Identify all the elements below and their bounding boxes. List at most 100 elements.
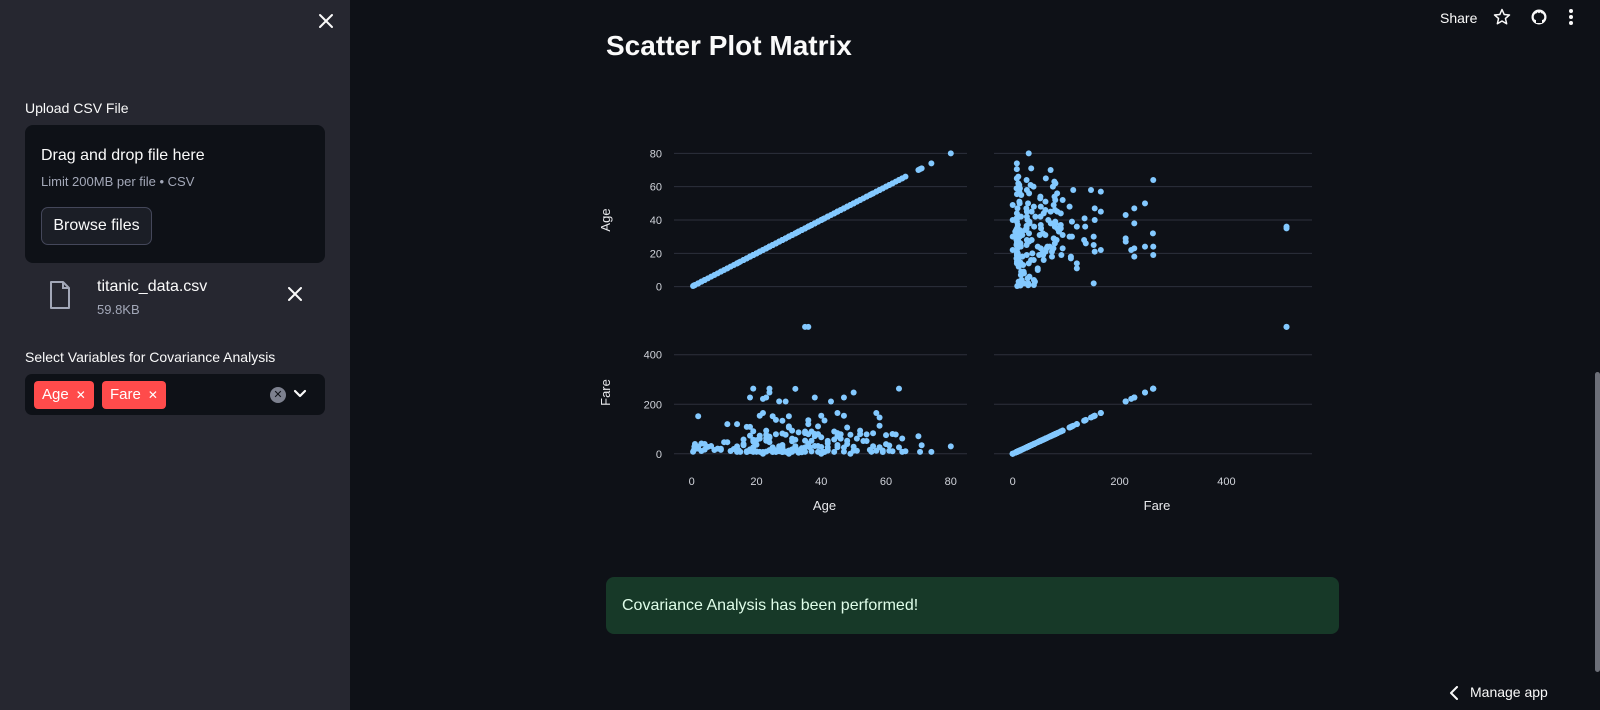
scatter-point xyxy=(1017,213,1024,220)
scatter-point xyxy=(724,421,731,428)
scatter-point xyxy=(1013,160,1020,167)
uploaded-file: titanic_data.csv 59.8KB xyxy=(25,275,325,319)
scatter-point xyxy=(1283,225,1290,232)
file-dropzone[interactable]: Drag and drop file here Limit 200MB per … xyxy=(25,125,325,263)
scatter-point xyxy=(1044,243,1051,250)
scatter-point xyxy=(782,431,789,438)
more-vert-icon[interactable] xyxy=(1567,8,1575,31)
scatter-point xyxy=(1082,240,1089,247)
scatter-point xyxy=(1025,230,1032,237)
scatter-point xyxy=(789,435,796,442)
tag-fare: Fare ✕ xyxy=(102,381,166,409)
scatter-point xyxy=(1097,208,1104,215)
scatter-point xyxy=(1150,385,1157,392)
scatter-point xyxy=(1050,235,1057,242)
dropzone-title: Drag and drop file here xyxy=(41,147,205,164)
scatter-point xyxy=(1013,227,1020,233)
remove-tag-icon[interactable]: ✕ xyxy=(75,388,86,402)
scatter-point xyxy=(1050,431,1057,438)
browse-files-button[interactable]: Browse files xyxy=(41,207,152,245)
scatter-point xyxy=(873,409,880,416)
scatter-point xyxy=(1073,223,1080,230)
scatter-point xyxy=(1090,280,1097,287)
scatter-point xyxy=(1016,242,1023,248)
scatter-point xyxy=(717,445,724,452)
scatter-point xyxy=(779,237,786,243)
scatter-point xyxy=(1059,197,1066,203)
scatter-point xyxy=(1066,203,1073,210)
scatter-point xyxy=(1070,187,1077,193)
scatter-point xyxy=(850,443,857,450)
scatter-point xyxy=(747,432,754,439)
scatter-point xyxy=(811,394,818,401)
scatter-point xyxy=(1097,409,1104,416)
chevron-left-icon[interactable] xyxy=(1449,686,1459,705)
scatter-point xyxy=(1042,232,1049,238)
scatter-point xyxy=(1042,198,1049,205)
share-button[interactable]: Share xyxy=(1440,10,1478,26)
remove-tag-icon[interactable]: ✕ xyxy=(147,388,158,402)
scatter-point xyxy=(1014,250,1021,257)
scatter-point xyxy=(1016,185,1023,192)
scatter-point xyxy=(834,409,841,416)
scatter-point xyxy=(690,447,697,454)
scatter-point xyxy=(850,200,857,207)
scatter-point xyxy=(857,431,864,438)
scatter-point xyxy=(818,450,825,457)
scatter-point xyxy=(827,398,834,405)
scatter-point xyxy=(1034,243,1041,250)
scatter-point xyxy=(895,385,902,392)
scatter-point xyxy=(1042,175,1049,182)
scatter-point xyxy=(1028,208,1035,215)
remove-file-icon[interactable] xyxy=(283,282,307,306)
scatter-point xyxy=(1009,202,1016,208)
scatter-point xyxy=(1141,389,1148,396)
scatter-point xyxy=(840,394,847,401)
scatter-point xyxy=(1014,205,1021,212)
success-alert: Covariance Analysis has been performed! xyxy=(606,577,1339,634)
scatter-point xyxy=(1030,257,1037,263)
github-icon[interactable] xyxy=(1530,8,1548,31)
scatter-point xyxy=(947,150,954,157)
chevron-down-icon[interactable] xyxy=(293,384,307,409)
scatter-point xyxy=(1047,167,1054,173)
scatter-point xyxy=(850,389,857,396)
scatter-point xyxy=(1131,220,1138,227)
scatter-point xyxy=(1047,208,1054,215)
scatter-point xyxy=(1013,166,1020,173)
scatter-point xyxy=(785,424,792,431)
scatter-point xyxy=(1025,200,1032,207)
scatter-point xyxy=(1013,175,1020,182)
variables-multiselect[interactable]: Age ✕ Fare ✕ ✕ xyxy=(25,374,325,415)
y-tick-label: 40 xyxy=(650,215,662,227)
scatter-point xyxy=(899,448,906,455)
scatter-point xyxy=(1023,444,1030,451)
manage-app-button[interactable]: Manage app xyxy=(1470,684,1548,700)
scatter-point xyxy=(818,443,825,450)
scatter-point xyxy=(695,413,702,420)
scatter-point xyxy=(1131,205,1138,212)
scatter-point xyxy=(789,232,796,238)
scatter-point xyxy=(1017,282,1024,289)
close-sidebar-icon[interactable] xyxy=(314,10,338,34)
scatter-point xyxy=(721,439,728,446)
scatter-point xyxy=(918,442,925,449)
tag-label: Age xyxy=(42,386,69,403)
scrollbar[interactable] xyxy=(1595,372,1600,672)
scatter-point xyxy=(1122,238,1129,245)
scatter-point xyxy=(834,442,841,449)
scatter-matrix-chart: 0 20 40 60 80 Age 0 200 400 Fare 0 20 40 60 80 Age 0 200 4… xyxy=(590,110,1350,535)
scatter-point xyxy=(876,414,883,421)
scatter-point xyxy=(1045,217,1052,223)
star-icon[interactable] xyxy=(1493,8,1511,31)
y-tick-label: 200 xyxy=(644,399,662,411)
scatter-point xyxy=(895,177,902,183)
scatter-point xyxy=(868,448,875,455)
x-tick-label: 0 xyxy=(689,476,695,488)
scatter-point xyxy=(740,436,747,443)
scatter-point xyxy=(750,428,757,435)
y-axis-label: Age xyxy=(598,208,613,231)
clear-all-icon[interactable]: ✕ xyxy=(270,387,286,403)
scatter-point xyxy=(1051,240,1058,247)
scatter-point xyxy=(847,431,854,438)
